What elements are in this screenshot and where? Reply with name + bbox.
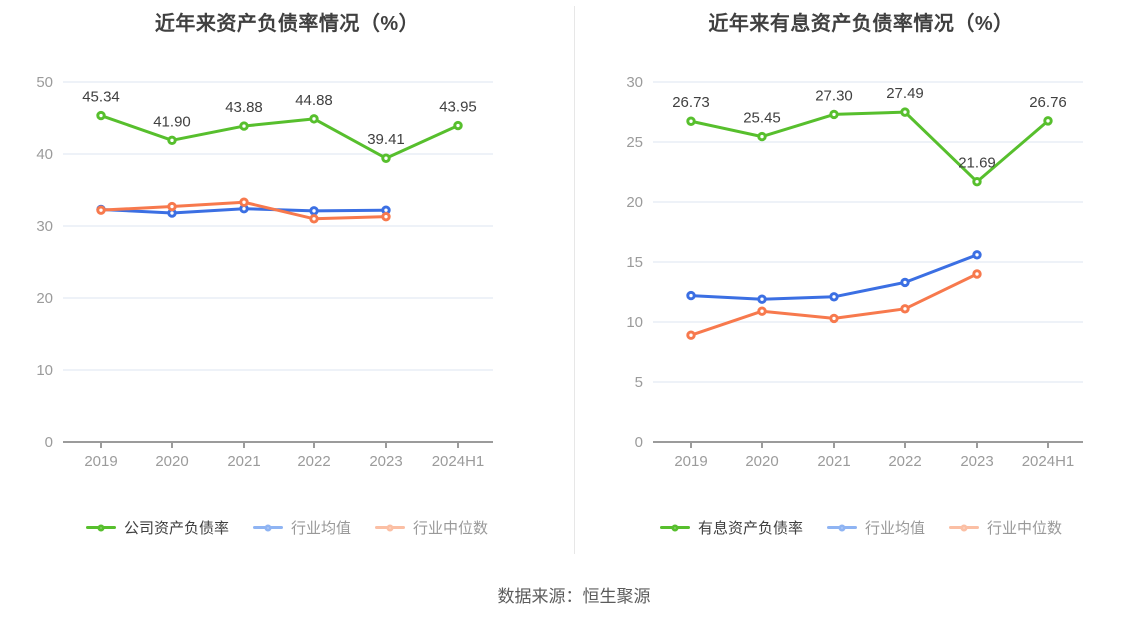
- chart-title-interest-bearing: 近年来有息资产负债率情况（%）: [708, 13, 1014, 35]
- legend-item-industry-mean[interactable]: 行业均值: [252, 517, 351, 538]
- svg-text:26.73: 26.73: [672, 94, 710, 111]
- legend-line-marker-icon: [375, 521, 405, 535]
- svg-text:2023: 2023: [960, 453, 993, 470]
- svg-text:30: 30: [36, 218, 53, 235]
- legend-interest-bearing: 有息资产负债率 行业均值 行业中位数: [574, 517, 1148, 538]
- svg-text:2022: 2022: [888, 453, 921, 470]
- svg-text:39.41: 39.41: [367, 131, 405, 148]
- legend-item-label: 行业均值: [864, 520, 925, 537]
- svg-text:25: 25: [626, 134, 643, 151]
- legend-item-industry-median[interactable]: 行业中位数: [949, 517, 1062, 538]
- asset-liability-line-chart: 0 10 20 30 40 50 2019 2020 2021 2022 2023 2024H1 45.…: [36, 74, 493, 470]
- legend-line-marker-icon: [949, 521, 979, 535]
- svg-text:0: 0: [45, 434, 53, 451]
- legend-line-marker-icon: [826, 521, 857, 535]
- panel-divider: [574, 6, 575, 554]
- svg-text:10: 10: [36, 362, 53, 379]
- svg-text:2023: 2023: [369, 453, 402, 470]
- svg-text:25.45: 25.45: [743, 110, 781, 127]
- svg-text:21.69: 21.69: [958, 155, 996, 172]
- svg-text:2020: 2020: [155, 453, 188, 470]
- svg-text:2022: 2022: [297, 453, 330, 470]
- legend-item-industry-mean[interactable]: 行业均值: [826, 517, 925, 538]
- svg-text:45.34: 45.34: [82, 89, 120, 106]
- legend-item-label: 行业中位数: [987, 520, 1063, 537]
- svg-text:40: 40: [36, 146, 53, 163]
- svg-text:43.95: 43.95: [439, 99, 477, 116]
- svg-text:2021: 2021: [817, 453, 850, 470]
- svg-text:20: 20: [36, 290, 53, 307]
- svg-text:2019: 2019: [674, 453, 707, 470]
- svg-text:41.90: 41.90: [153, 113, 191, 130]
- legend-asset-liability: 公司资产负债率 行业均值 行业中位数: [0, 517, 574, 538]
- legend-item-label: 公司资产负债率: [123, 520, 229, 537]
- svg-text:30: 30: [626, 74, 643, 91]
- legend-item-label: 有息资产负债率: [697, 520, 803, 537]
- svg-text:43.88: 43.88: [225, 99, 263, 116]
- svg-text:20: 20: [626, 194, 643, 211]
- legend-item-label: 行业中位数: [413, 520, 489, 537]
- svg-text:2020: 2020: [745, 453, 778, 470]
- asset-liability-chart-panel: 近年来资产负债率情况（%） 0 10 20 30 40 50 2019 2020 2021 202…: [0, 0, 574, 558]
- svg-text:2024H1: 2024H1: [1022, 453, 1075, 470]
- svg-text:5: 5: [635, 374, 643, 391]
- svg-text:2019: 2019: [84, 453, 117, 470]
- legend-line-marker-icon: [252, 521, 283, 535]
- legend-line-marker-icon: [85, 521, 116, 535]
- chart-title-asset-liability: 近年来资产负债率情况（%）: [154, 13, 420, 35]
- interest-bearing-chart-panel: 近年来有息资产负债率情况（%） 0 5 10 15 20 25 30 2019 2020 2021…: [574, 0, 1148, 558]
- legend-item-company-ratio[interactable]: 公司资产负债率: [85, 517, 229, 538]
- svg-text:27.30: 27.30: [815, 87, 853, 104]
- svg-text:2021: 2021: [227, 453, 260, 470]
- svg-text:50: 50: [36, 74, 53, 91]
- svg-text:10: 10: [626, 314, 643, 331]
- svg-text:44.88: 44.88: [295, 92, 333, 109]
- svg-text:0: 0: [635, 434, 643, 451]
- legend-item-interest-ratio[interactable]: 有息资产负债率: [659, 517, 803, 538]
- legend-item-label: 行业均值: [290, 520, 351, 537]
- svg-text:26.76: 26.76: [1029, 94, 1067, 111]
- legend-line-marker-icon: [659, 521, 690, 535]
- legend-item-industry-median[interactable]: 行业中位数: [375, 517, 488, 538]
- data-source-note: 数据来源：恒生聚源: [497, 587, 651, 606]
- svg-text:15: 15: [626, 254, 643, 271]
- svg-text:27.49: 27.49: [886, 85, 924, 102]
- svg-text:2024H1: 2024H1: [432, 453, 485, 470]
- interest-bearing-line-chart: 0 5 10 15 20 25 30 2019 2020 2021 2022 2023 2024H1 26…: [626, 74, 1083, 470]
